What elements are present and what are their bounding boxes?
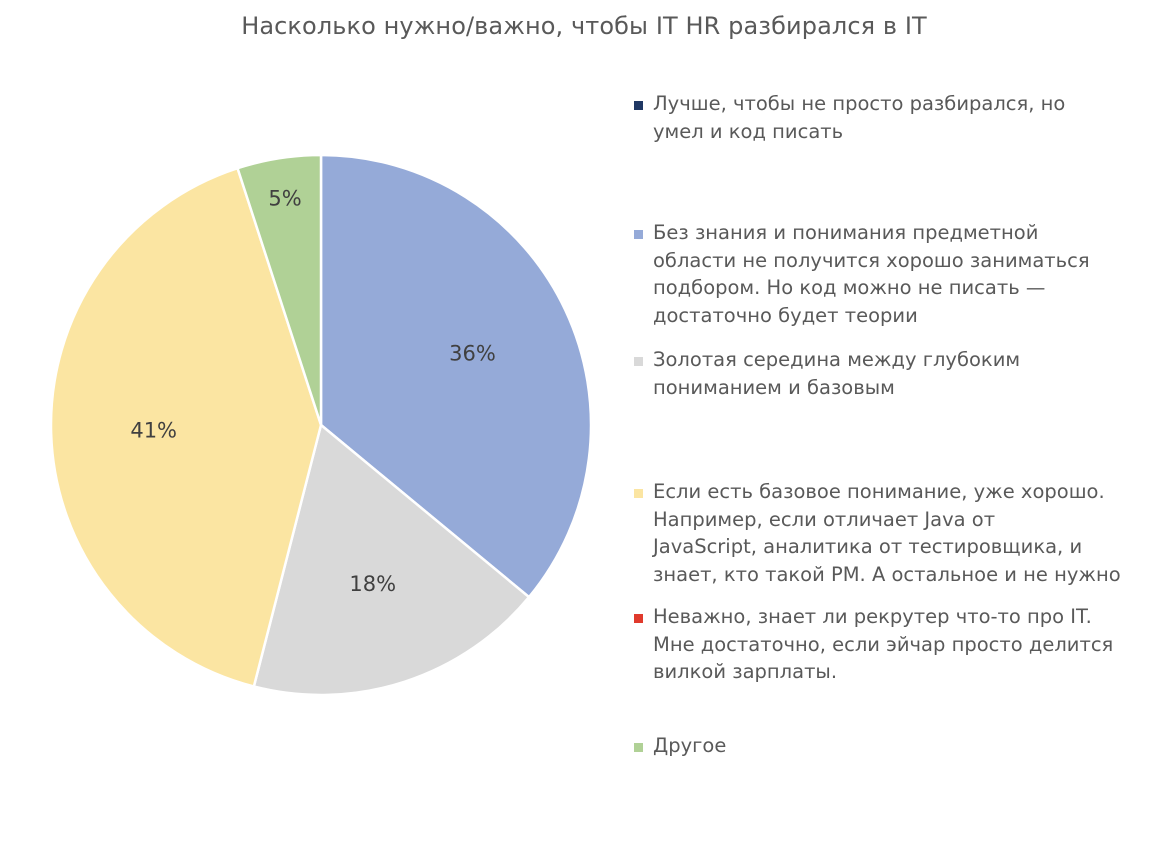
legend-label-5: Другое bbox=[653, 734, 727, 757]
legend-swatch-1 bbox=[634, 230, 643, 239]
legend-label-4: Неважно, знает ли рекрутер что-то про IT… bbox=[653, 605, 1114, 683]
legend-label-1: Без знания и понимания предметной област… bbox=[653, 221, 1090, 327]
legend-swatch-3 bbox=[634, 489, 643, 498]
legend-item-0: Лучше, чтобы не просто разбирался, но ум… bbox=[634, 90, 1166, 145]
legend-label-2: Золотая середина между глубоким понимани… bbox=[653, 348, 1021, 399]
legend-swatch-2 bbox=[634, 357, 643, 366]
legend-item-1: Без знания и понимания предметной област… bbox=[634, 219, 1166, 329]
legend-swatch-0 bbox=[634, 101, 643, 110]
legend-item-2: Золотая середина между глубоким понимани… bbox=[634, 346, 1166, 401]
legend-label-0: Лучше, чтобы не просто разбирался, но ум… bbox=[653, 92, 1066, 143]
legend-item-5: Другое bbox=[634, 732, 1166, 760]
pie-slice-3 bbox=[49, 166, 323, 688]
legend-swatch-4 bbox=[634, 614, 643, 623]
pie-data-label-5: 5% bbox=[268, 186, 301, 210]
pie-slice-5 bbox=[236, 153, 323, 427]
pie-data-label-1: 36% bbox=[449, 342, 496, 366]
pie-data-label-3: 41% bbox=[130, 418, 177, 442]
pie-data-label-2: 18% bbox=[349, 572, 396, 596]
legend-item-4: Неважно, знает ли рекрутер что-то про IT… bbox=[634, 603, 1166, 686]
legend-swatch-5 bbox=[634, 743, 643, 752]
pie-slice-2 bbox=[252, 423, 531, 697]
chart-title: Насколько нужно/важно, чтобы IT HR разби… bbox=[241, 12, 927, 40]
legend-item-3: Если есть базовое понимание, уже хорошо.… bbox=[634, 478, 1166, 588]
pie-slice-1 bbox=[319, 153, 593, 599]
legend-label-3: Если есть базовое понимание, уже хорошо.… bbox=[653, 480, 1121, 586]
